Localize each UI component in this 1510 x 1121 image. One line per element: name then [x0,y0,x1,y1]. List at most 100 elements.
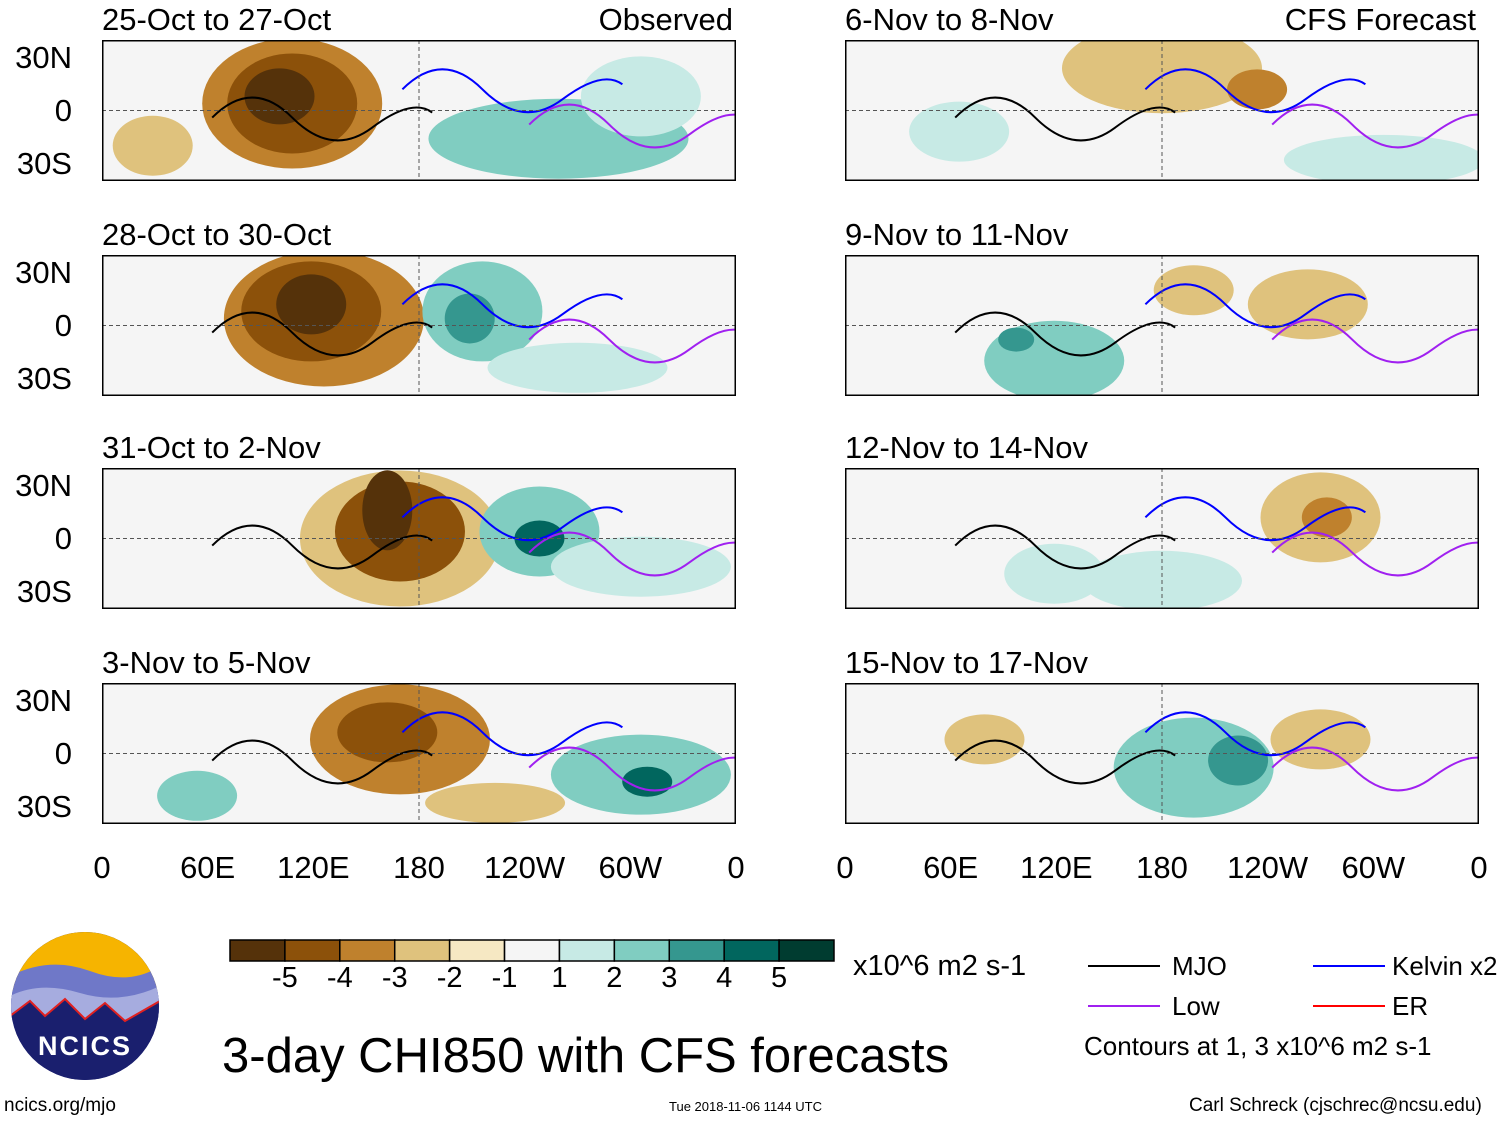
lat-tick-label: 30N [15,39,72,75]
contour-line [528,531,736,577]
colorbar-tick-label: -3 [381,962,408,994]
contour-line [401,283,623,329]
colorbar-swatch [668,939,725,962]
anomaly-region [362,470,413,551]
lon-tick-label: 120W [1227,850,1309,885]
lon-tick-label: 0 [93,850,111,885]
anomaly-region [622,766,673,797]
anomaly-region [157,770,238,821]
lon-tick-label: 0 [836,850,854,885]
legend-line-low [1088,1005,1160,1007]
contour-line [1144,496,1366,542]
anomaly-region [1301,497,1352,538]
colorbar-tick-label: 4 [716,962,733,994]
panel-title: 28-Oct to 30-Oct [102,217,332,252]
anomaly-region [1153,265,1234,316]
figure-title: 3-day CHI850 with CFS forecasts [222,1029,950,1083]
lat-tick-label: 30S [16,788,72,824]
contour-line [1271,318,1479,364]
contour-line [1144,283,1366,329]
map-panel [102,255,736,396]
lat-tick-label: 30S [16,573,72,609]
contour-line [1144,68,1366,114]
lon-tick-label: 120E [277,850,350,885]
map-panel [102,40,736,181]
legend-line-mjo [1088,965,1160,967]
colorbar-tick-label: -5 [272,962,298,994]
column-label: Observed [598,2,733,37]
legend-line-er [1313,1005,1385,1007]
lon-tick-label: 0 [727,850,745,885]
contour-line [401,496,623,542]
panel-title: 12-Nov to 14-Nov [845,430,1088,465]
contour-line [211,96,433,142]
lat-tick-label: 30S [16,145,72,181]
author: Carl Schreck (cjschrec@ncsu.edu) [1189,1095,1482,1116]
colorbar-swatch [284,939,341,962]
contour-line [1144,711,1366,757]
lat-tick-label: 0 [54,735,72,771]
lat-tick-label: 30S [16,360,72,396]
contour-line [1271,103,1479,149]
panel-title: 31-Oct to 2-Nov [102,430,321,465]
panel-title: 9-Nov to 11-Nov [845,217,1069,252]
colorbar-swatch [778,939,835,962]
site-link[interactable]: ncics.org/mjo [4,1095,116,1116]
anomaly-region [487,342,668,393]
lon-tick-label: 120W [484,850,566,885]
contour-line [954,524,1176,570]
colorbar-swatch [558,939,616,962]
lon-tick-label: 60E [923,850,979,885]
lat-tick-label: 0 [54,307,72,343]
anomaly-region [425,782,566,823]
legend-label: ER [1392,991,1429,1021]
lat-tick-label: 0 [54,92,72,128]
anomaly-region [1283,134,1479,181]
lat-tick-label: 0 [54,520,72,556]
contour-line [211,311,433,357]
contour-line [211,739,433,785]
contour-line [401,68,623,114]
lat-tick-label: 30N [15,682,72,718]
panel-title: 15-Nov to 17-Nov [845,645,1088,680]
contour-line [401,711,623,757]
anomaly-region [444,293,495,344]
anomaly-region [337,702,438,763]
anomaly-region [909,101,1010,162]
lon-tick-label: 120E [1020,850,1093,885]
contour-line [211,524,433,570]
map-panel [102,683,736,824]
anomaly-region [550,536,731,597]
anomaly-region [1247,269,1368,340]
legend-label: Kelvin x2 [1392,951,1498,981]
lat-tick-label: 30N [15,254,72,290]
svg-text:NCICS: NCICS [38,1031,132,1061]
contour-line [1271,746,1479,792]
colorbar-swatch [339,939,396,962]
anomaly-region [1270,709,1371,770]
timestamp: Tue 2018-11-06 1144 UTC [669,1099,822,1114]
anomaly-region [998,327,1035,352]
contour-line [954,739,1176,785]
units-label: x10^6 m2 s-1 [853,950,1027,982]
colorbar-tick-label: 1 [551,962,568,994]
contour-line [954,311,1176,357]
column-label: CFS Forecast [1284,2,1476,37]
lon-tick-label: 60W [598,850,663,885]
panel-title: 25-Oct to 27-Oct [102,2,332,37]
colorbar [229,939,835,962]
map-panel [845,468,1479,609]
colorbar-tick-label: -2 [436,962,463,994]
legend-label: Low [1172,991,1220,1021]
colorbar-swatch [613,939,671,962]
anomaly-region [1004,543,1105,604]
colorbar-swatch [393,939,451,962]
colorbar-tick-label: -4 [326,962,353,994]
lon-tick-label: 60W [1341,850,1406,885]
colorbar-swatch [723,939,780,962]
contour-line [528,103,736,149]
contour-line [528,318,736,364]
anomaly-region [112,115,193,176]
map-panel [845,255,1479,396]
